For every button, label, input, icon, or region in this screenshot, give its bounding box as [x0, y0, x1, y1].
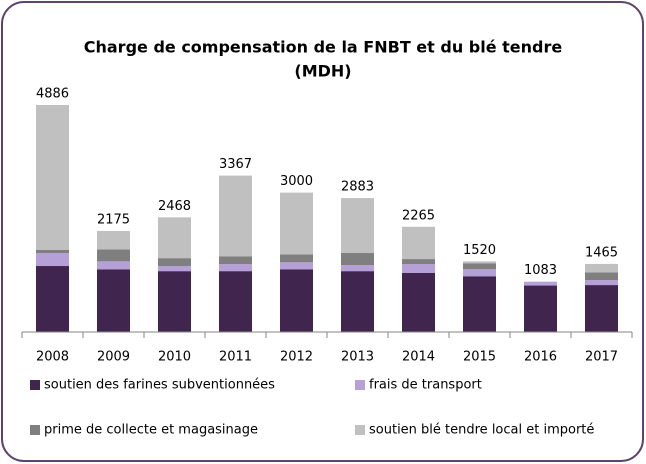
x-tick-label: 2016 [524, 350, 557, 365]
legend-swatch [355, 425, 365, 435]
bar-segment [158, 271, 191, 332]
bar-segment [341, 271, 374, 332]
bar-segment [280, 254, 313, 263]
bar-segment [158, 266, 191, 272]
bar-segment [585, 285, 618, 332]
chart-title: Charge de compensation de la FNBT et du … [84, 38, 563, 57]
total-label: 1465 [585, 245, 618, 260]
bar-segment [585, 272, 618, 281]
x-tick-label: 2008 [36, 350, 69, 365]
bar-segment [463, 261, 496, 264]
total-label: 1083 [524, 263, 557, 278]
total-label: 2265 [402, 208, 435, 223]
bar-segment [463, 269, 496, 277]
bar-segment [97, 261, 130, 270]
bar-segment [219, 264, 252, 272]
x-tick-label: 2017 [585, 350, 618, 365]
bar-segment [524, 281, 557, 286]
bar-segment [36, 266, 69, 332]
bar-segment [219, 271, 252, 332]
total-label: 3367 [219, 157, 252, 172]
x-tick-label: 2014 [402, 350, 435, 365]
bar-segment [97, 230, 130, 250]
bar-segment [219, 256, 252, 265]
x-tick-label: 2015 [463, 350, 496, 365]
legend-label: prime de collecte et magasinage [44, 423, 258, 438]
total-label: 1520 [463, 243, 496, 258]
bar-segment [463, 276, 496, 332]
bar-segment [97, 269, 130, 332]
total-label: 4886 [36, 87, 69, 102]
bar-segment [280, 262, 313, 270]
bar-segment [463, 263, 496, 270]
bar-segment [585, 263, 618, 273]
bar-segment [219, 175, 252, 257]
legend-label: frais de transport [369, 378, 482, 393]
total-label: 2175 [97, 212, 130, 227]
bar-segment [36, 249, 69, 254]
bar-segment [280, 269, 313, 332]
bar-segment [341, 265, 374, 272]
bar-segment [402, 272, 435, 332]
bar-segment [402, 264, 435, 273]
legend-label: soutien blé tendre local et importé [369, 423, 594, 438]
x-tick-label: 2011 [219, 350, 252, 365]
bar-segment [402, 259, 435, 265]
bar-segment [524, 285, 557, 332]
bar-segment [36, 105, 69, 250]
total-label: 2883 [341, 180, 374, 195]
x-tick-label: 2010 [158, 350, 191, 365]
legend-swatch [30, 380, 40, 390]
legend-swatch [355, 380, 365, 390]
bar-segment [97, 249, 130, 262]
bar-segment [36, 253, 69, 267]
bar-segment [158, 258, 191, 267]
bar-segment [402, 226, 435, 260]
bar-segment [341, 253, 374, 266]
bar-segment [585, 280, 618, 286]
total-label: 3000 [280, 174, 313, 189]
x-tick-label: 2013 [341, 350, 374, 365]
bar-segment [280, 192, 313, 255]
legend-swatch [30, 425, 40, 435]
chart-subtitle: (MDH) [294, 62, 351, 81]
x-tick-label: 2009 [97, 350, 130, 365]
legend-label: soutien des farines subventionnées [44, 378, 275, 393]
total-label: 2468 [158, 199, 191, 214]
x-tick-label: 2012 [280, 350, 313, 365]
bar-segment [341, 198, 374, 254]
bar-segment [158, 217, 191, 259]
